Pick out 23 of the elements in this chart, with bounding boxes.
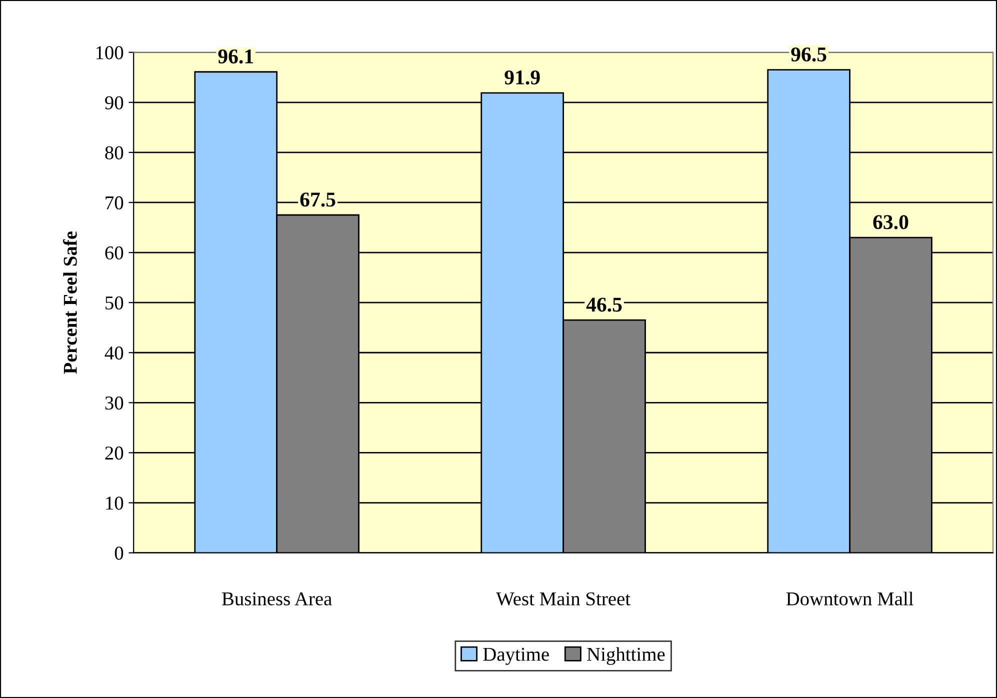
- y-tick-label: 10: [106, 496, 124, 510]
- data-label: 46.5: [586, 298, 622, 312]
- data-label: 63.0: [873, 215, 908, 230]
- y-tick-label: 90: [105, 96, 124, 110]
- data-label: 67.5: [300, 192, 336, 207]
- y-tick-label: 60: [105, 246, 124, 260]
- y-tick-label: 40: [104, 346, 124, 360]
- data-label: 91.9: [504, 70, 540, 85]
- x-tick-label: West Main Street: [496, 592, 630, 606]
- y-tick-label: 100: [96, 46, 124, 60]
- y-tick-label: 0: [114, 546, 124, 560]
- y-tick-label: 30: [105, 396, 124, 410]
- x-tick-label: Business Area: [222, 592, 332, 606]
- data-label: 96.5: [791, 47, 826, 62]
- legend-label: Nighttime: [587, 647, 665, 665]
- y-tick-label: 70: [106, 196, 124, 210]
- data-label: 96.1: [218, 49, 254, 64]
- x-tick-label: Downtown Mall: [786, 592, 914, 606]
- y-tick-label: 20: [105, 446, 124, 460]
- y-tick-label: 80: [105, 146, 124, 160]
- y-axis-title: Percent Feel Safe: [62, 231, 77, 374]
- legend-label: Daytime: [483, 648, 549, 665]
- y-tick-label: 50: [106, 296, 124, 310]
